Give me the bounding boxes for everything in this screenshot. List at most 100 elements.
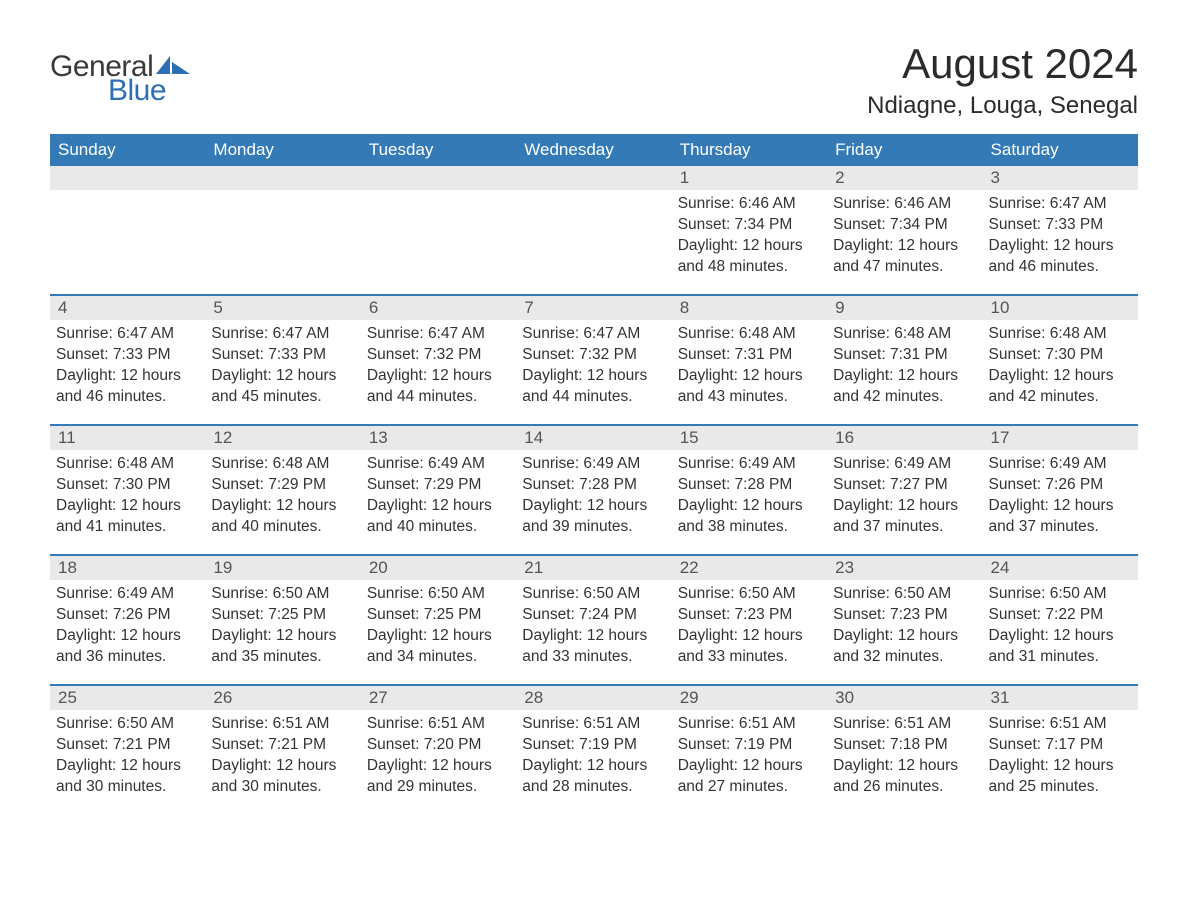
- day-details: Sunrise: 6:48 AMSunset: 7:30 PMDaylight:…: [983, 320, 1138, 418]
- day-daylight1: Daylight: 12 hours: [211, 756, 352, 777]
- calendar-day: 29Sunrise: 6:51 AMSunset: 7:19 PMDayligh…: [672, 686, 827, 814]
- day-sunrise: Sunrise: 6:47 AM: [522, 324, 663, 345]
- day-daylight2: and 40 minutes.: [367, 517, 508, 538]
- calendar-day: 22Sunrise: 6:50 AMSunset: 7:23 PMDayligh…: [672, 556, 827, 684]
- day-sunset: Sunset: 7:32 PM: [522, 345, 663, 366]
- day-number: 4: [50, 296, 205, 320]
- day-sunrise: Sunrise: 6:48 AM: [833, 324, 974, 345]
- calendar-day: [205, 166, 360, 294]
- day-number: [361, 166, 516, 190]
- day-sunrise: Sunrise: 6:50 AM: [211, 584, 352, 605]
- day-daylight1: Daylight: 12 hours: [989, 366, 1130, 387]
- day-sunset: Sunset: 7:26 PM: [56, 605, 197, 626]
- day-number: 13: [361, 426, 516, 450]
- calendar-day: 2Sunrise: 6:46 AMSunset: 7:34 PMDaylight…: [827, 166, 982, 294]
- calendar-day: 24Sunrise: 6:50 AMSunset: 7:22 PMDayligh…: [983, 556, 1138, 684]
- weekday-header: Wednesday: [516, 134, 671, 166]
- day-details: Sunrise: 6:51 AMSunset: 7:19 PMDaylight:…: [672, 710, 827, 808]
- day-number: 19: [205, 556, 360, 580]
- day-sunrise: Sunrise: 6:51 AM: [989, 714, 1130, 735]
- day-daylight2: and 37 minutes.: [833, 517, 974, 538]
- day-daylight1: Daylight: 12 hours: [211, 496, 352, 517]
- day-details: Sunrise: 6:49 AMSunset: 7:26 PMDaylight:…: [50, 580, 205, 678]
- day-daylight1: Daylight: 12 hours: [678, 756, 819, 777]
- day-details: Sunrise: 6:51 AMSunset: 7:17 PMDaylight:…: [983, 710, 1138, 808]
- day-daylight2: and 32 minutes.: [833, 647, 974, 668]
- day-number: 21: [516, 556, 671, 580]
- day-number: [50, 166, 205, 190]
- calendar-day: [361, 166, 516, 294]
- day-sunrise: Sunrise: 6:46 AM: [833, 194, 974, 215]
- day-details: Sunrise: 6:46 AMSunset: 7:34 PMDaylight:…: [672, 190, 827, 288]
- day-daylight2: and 44 minutes.: [522, 387, 663, 408]
- day-sunset: Sunset: 7:28 PM: [522, 475, 663, 496]
- day-sunrise: Sunrise: 6:51 AM: [833, 714, 974, 735]
- day-sunrise: Sunrise: 6:48 AM: [56, 454, 197, 475]
- day-sunrise: Sunrise: 6:50 AM: [678, 584, 819, 605]
- day-sunrise: Sunrise: 6:49 AM: [833, 454, 974, 475]
- day-sunset: Sunset: 7:19 PM: [678, 735, 819, 756]
- day-details: Sunrise: 6:51 AMSunset: 7:21 PMDaylight:…: [205, 710, 360, 808]
- day-daylight2: and 39 minutes.: [522, 517, 663, 538]
- day-details: Sunrise: 6:51 AMSunset: 7:20 PMDaylight:…: [361, 710, 516, 808]
- weekday-header: Monday: [205, 134, 360, 166]
- day-number: [205, 166, 360, 190]
- calendar-day: 11Sunrise: 6:48 AMSunset: 7:30 PMDayligh…: [50, 426, 205, 554]
- day-daylight1: Daylight: 12 hours: [56, 626, 197, 647]
- weekday-header: Thursday: [672, 134, 827, 166]
- weekday-header: Tuesday: [361, 134, 516, 166]
- day-number: 10: [983, 296, 1138, 320]
- day-details: Sunrise: 6:49 AMSunset: 7:26 PMDaylight:…: [983, 450, 1138, 548]
- day-sunset: Sunset: 7:19 PM: [522, 735, 663, 756]
- day-details: Sunrise: 6:51 AMSunset: 7:19 PMDaylight:…: [516, 710, 671, 808]
- calendar-day: 23Sunrise: 6:50 AMSunset: 7:23 PMDayligh…: [827, 556, 982, 684]
- day-sunset: Sunset: 7:25 PM: [367, 605, 508, 626]
- day-daylight2: and 37 minutes.: [989, 517, 1130, 538]
- day-daylight2: and 28 minutes.: [522, 777, 663, 798]
- day-number: 26: [205, 686, 360, 710]
- day-daylight1: Daylight: 12 hours: [833, 756, 974, 777]
- day-daylight2: and 34 minutes.: [367, 647, 508, 668]
- day-sunrise: Sunrise: 6:50 AM: [56, 714, 197, 735]
- day-sunrise: Sunrise: 6:49 AM: [56, 584, 197, 605]
- day-number: 29: [672, 686, 827, 710]
- day-daylight1: Daylight: 12 hours: [989, 496, 1130, 517]
- day-daylight2: and 25 minutes.: [989, 777, 1130, 798]
- day-daylight1: Daylight: 12 hours: [56, 756, 197, 777]
- day-number: [516, 166, 671, 190]
- month-title: August 2024: [867, 40, 1138, 88]
- calendar-day: 14Sunrise: 6:49 AMSunset: 7:28 PMDayligh…: [516, 426, 671, 554]
- day-daylight1: Daylight: 12 hours: [522, 626, 663, 647]
- day-sunset: Sunset: 7:17 PM: [989, 735, 1130, 756]
- calendar-week: 11 Sunrise: 6:48 AMSunset: 7:30 PM Dayligh…: [50, 424, 1138, 554]
- day-details: Sunrise: 6:49 AMSunset: 7:28 PMDaylight:…: [672, 450, 827, 548]
- day-daylight2: and 30 minutes.: [211, 777, 352, 798]
- day-details: Sunrise: 6:50 AMSunset: 7:22 PMDaylight:…: [983, 580, 1138, 678]
- day-number: 31: [983, 686, 1138, 710]
- day-sunrise: Sunrise: 6:50 AM: [989, 584, 1130, 605]
- weekday-header: Sunday: [50, 134, 205, 166]
- day-daylight2: and 29 minutes.: [367, 777, 508, 798]
- day-sunset: Sunset: 7:30 PM: [56, 475, 197, 496]
- day-daylight2: and 33 minutes.: [678, 647, 819, 668]
- calendar-week: 1Sunrise: 6:46 AMSunset: 7:34 PMDaylight…: [50, 166, 1138, 294]
- calendar-day: 10Sunrise: 6:48 AMSunset: 7:30 PMDayligh…: [983, 296, 1138, 424]
- day-details: Sunrise: 6:50 AMSunset: 7:23 PMDaylight:…: [827, 580, 982, 678]
- day-number: 17: [983, 426, 1138, 450]
- day-number: 11: [50, 426, 205, 450]
- day-daylight1: Daylight: 12 hours: [989, 626, 1130, 647]
- day-sunset: Sunset: 7:23 PM: [833, 605, 974, 626]
- day-details: Sunrise: 6:47 AMSunset: 7:32 PMDaylight:…: [516, 320, 671, 418]
- day-daylight1: Daylight: 12 hours: [522, 366, 663, 387]
- day-daylight1: Daylight: 12 hours: [678, 626, 819, 647]
- day-number: 18: [50, 556, 205, 580]
- day-sunset: Sunset: 7:23 PM: [678, 605, 819, 626]
- day-number: 24: [983, 556, 1138, 580]
- day-daylight2: and 47 minutes.: [833, 257, 974, 278]
- day-daylight2: and 41 minutes.: [56, 517, 197, 538]
- day-daylight2: and 33 minutes.: [522, 647, 663, 668]
- calendar-day: 20Sunrise: 6:50 AMSunset: 7:25 PMDayligh…: [361, 556, 516, 684]
- day-number: 3: [983, 166, 1138, 190]
- day-details: Sunrise: 6:48 AMSunset: 7:31 PMDaylight:…: [672, 320, 827, 418]
- day-sunrise: Sunrise: 6:47 AM: [367, 324, 508, 345]
